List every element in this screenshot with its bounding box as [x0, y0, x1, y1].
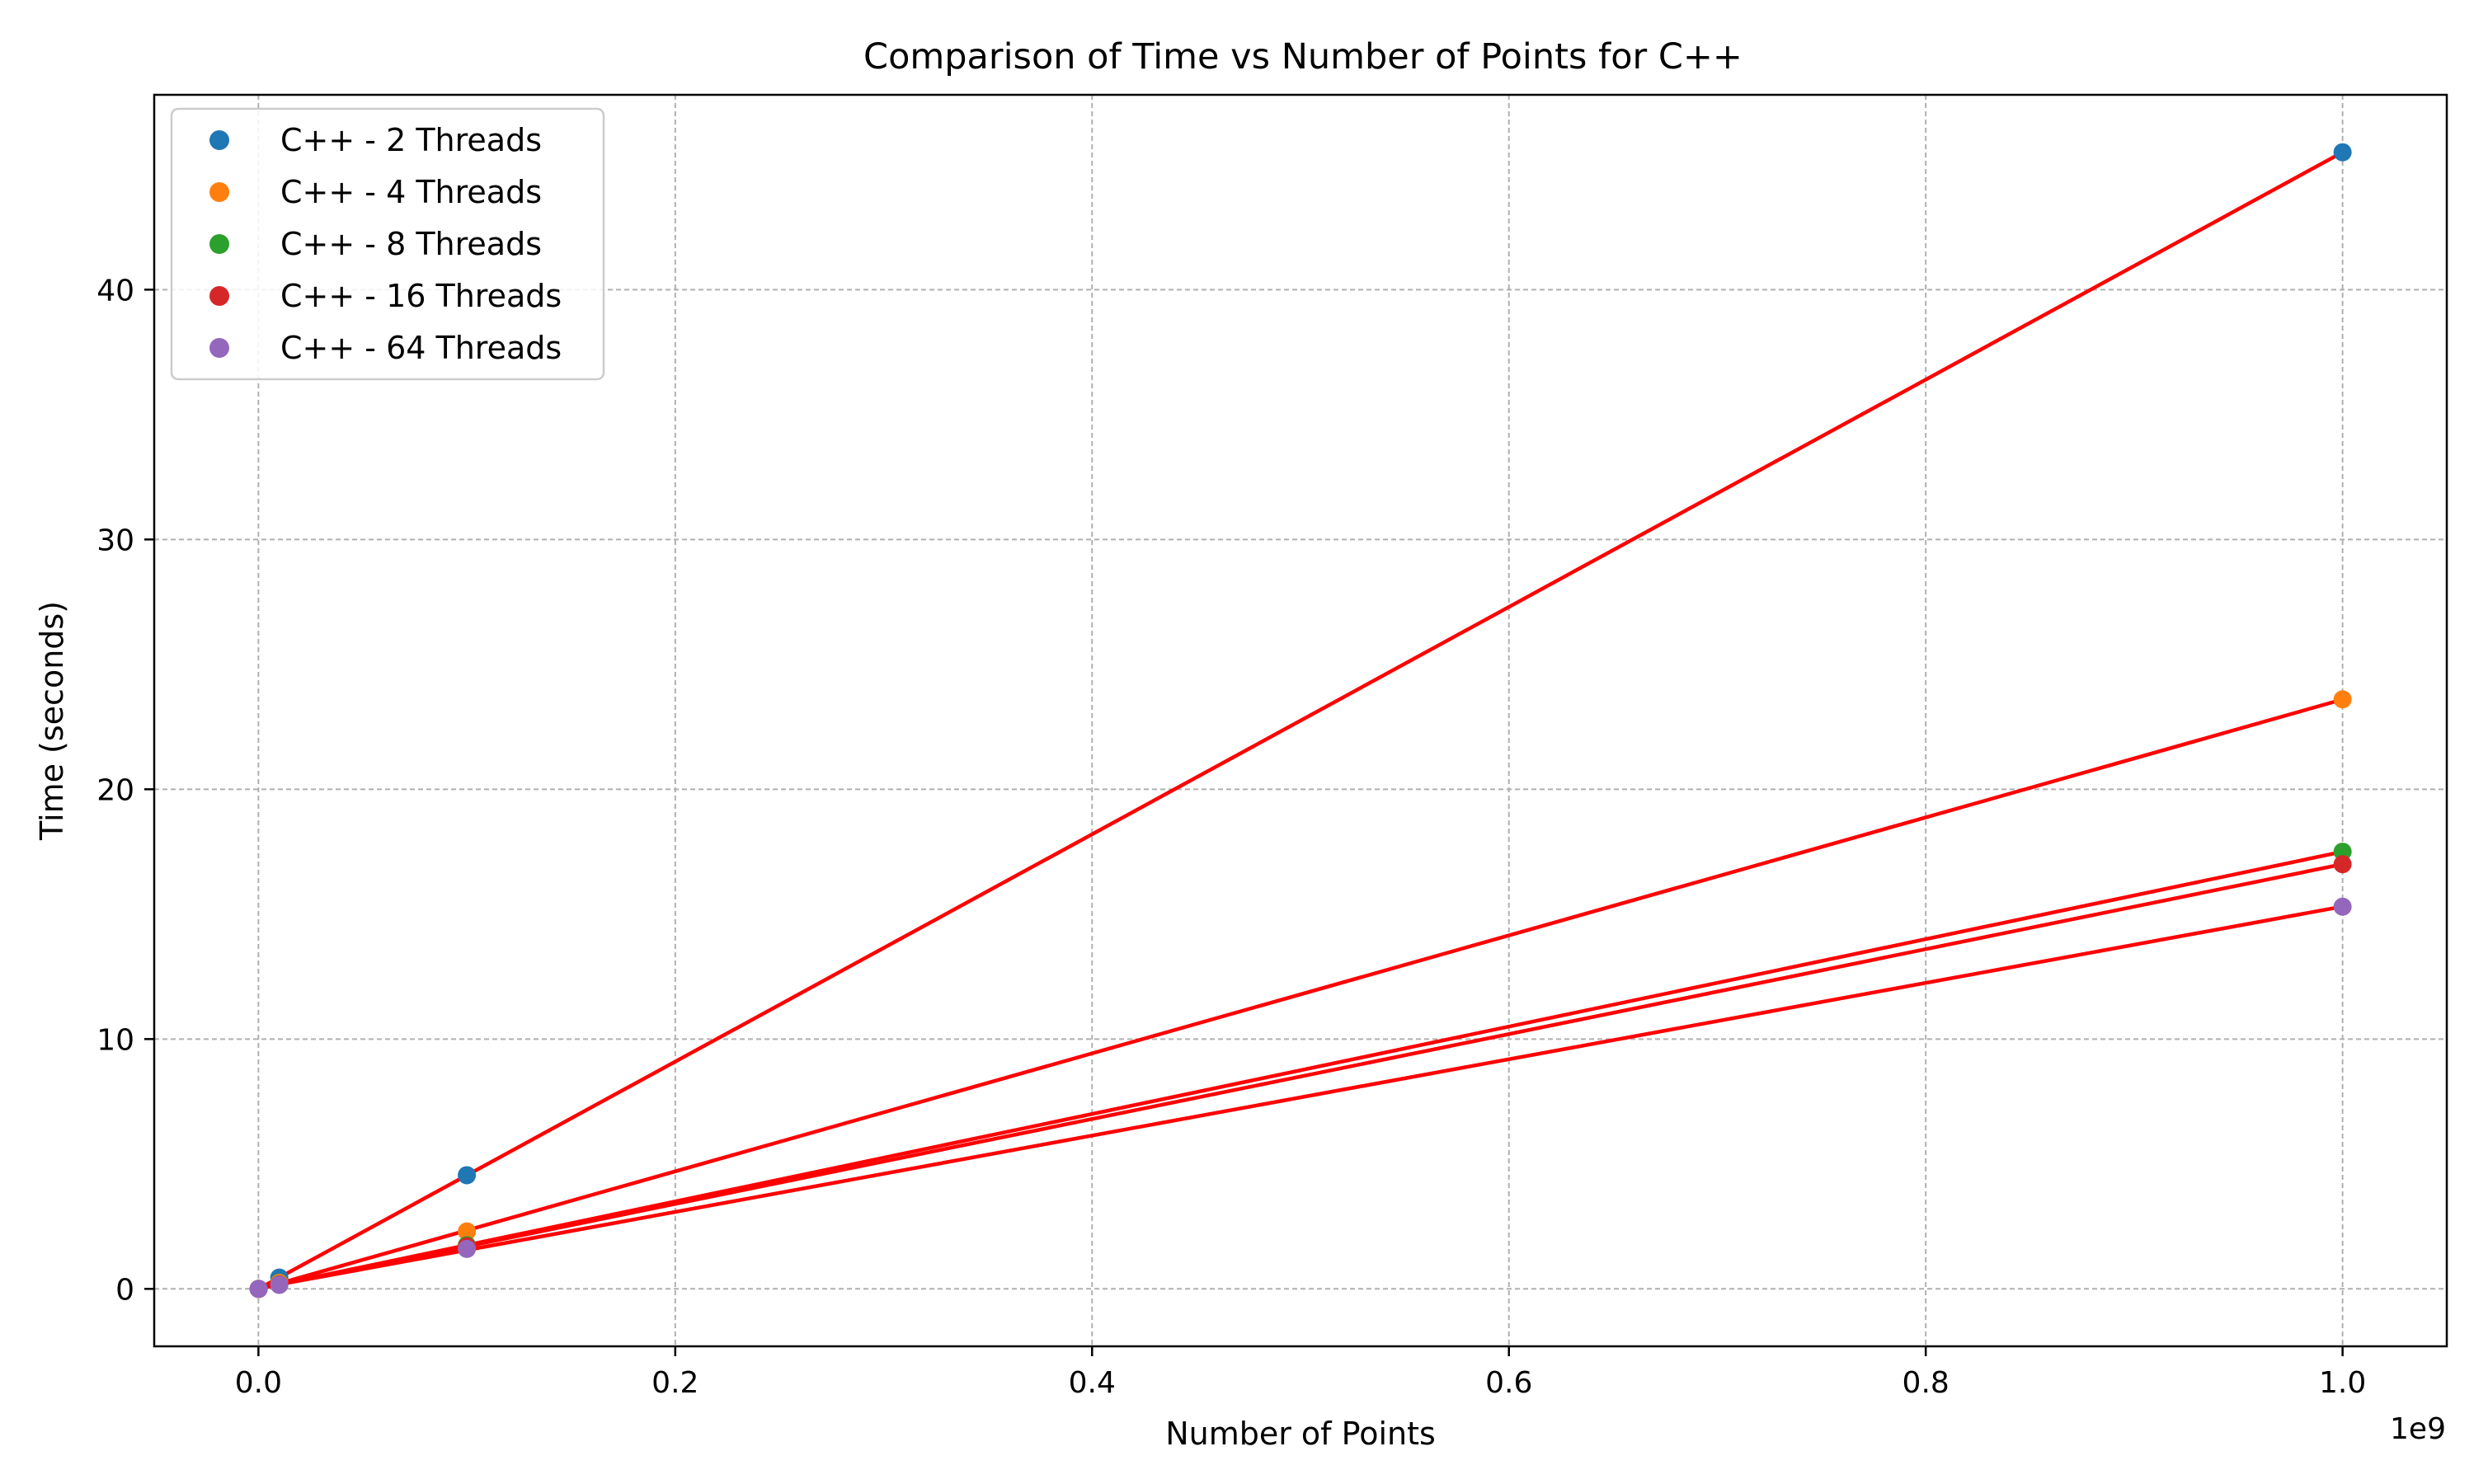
legend-marker	[209, 338, 229, 358]
data-point	[2333, 843, 2352, 862]
data-point	[2333, 690, 2352, 709]
legend-label: C++ - 8 Threads	[280, 226, 542, 262]
x-axis-offset-label: 1e9	[2390, 1412, 2446, 1446]
y-tick-label: 10	[96, 1023, 134, 1057]
x-tick-label: 0.8	[1903, 1366, 1950, 1400]
legend-label: C++ - 4 Threads	[280, 174, 542, 210]
legend-box	[170, 107, 605, 381]
x-tick-label: 0.6	[1485, 1366, 1532, 1400]
x-tick-label: 0.2	[651, 1366, 698, 1400]
legend-marker	[209, 130, 229, 150]
fit-line	[256, 697, 2345, 1292]
y-tick-label: 0	[115, 1273, 134, 1307]
legend-label: C++ - 16 Threads	[280, 278, 562, 314]
legend: C++ - 2 Threads C++ - 4 Threads C++ - 8 Th…	[170, 107, 605, 381]
data-point	[249, 1280, 268, 1298]
data-point	[458, 1222, 477, 1241]
fit-line	[256, 849, 2345, 1291]
x-tick-label: 0.0	[235, 1366, 282, 1400]
axis-ticks: 0.0 0.2 0.4 0.6 0.8 1.0 0 10 20 30 40	[96, 274, 2366, 1400]
data-point	[458, 1239, 477, 1258]
x-tick-label: 1.0	[2319, 1366, 2366, 1400]
fit-line	[256, 150, 2345, 1291]
data-point	[2333, 855, 2352, 874]
data-point	[2333, 897, 2352, 916]
fit-line	[256, 904, 2345, 1290]
y-tick-label: 20	[96, 773, 134, 807]
legend-marker	[209, 182, 229, 202]
fit-line	[256, 862, 2345, 1291]
data-point	[458, 1166, 477, 1185]
data-point	[270, 1275, 289, 1294]
legend-label: C++ - 64 Threads	[280, 330, 562, 366]
data-point	[2333, 143, 2352, 162]
legend-marker	[209, 286, 229, 306]
legend-label: C++ - 2 Threads	[280, 122, 542, 158]
y-axis-label: Time (seconds)	[34, 601, 70, 841]
data-points	[249, 143, 2352, 1298]
fit-lines	[256, 150, 2345, 1292]
x-axis-label: Number of Points	[1165, 1416, 1436, 1452]
plot-frame	[153, 93, 2448, 1348]
y-tick-label: 30	[96, 524, 134, 557]
y-tick-label: 40	[96, 274, 134, 308]
x-tick-label: 0.4	[1069, 1366, 1116, 1400]
chart-title: Comparison of Time vs Number of Points f…	[863, 36, 1743, 77]
legend-marker	[209, 234, 229, 254]
